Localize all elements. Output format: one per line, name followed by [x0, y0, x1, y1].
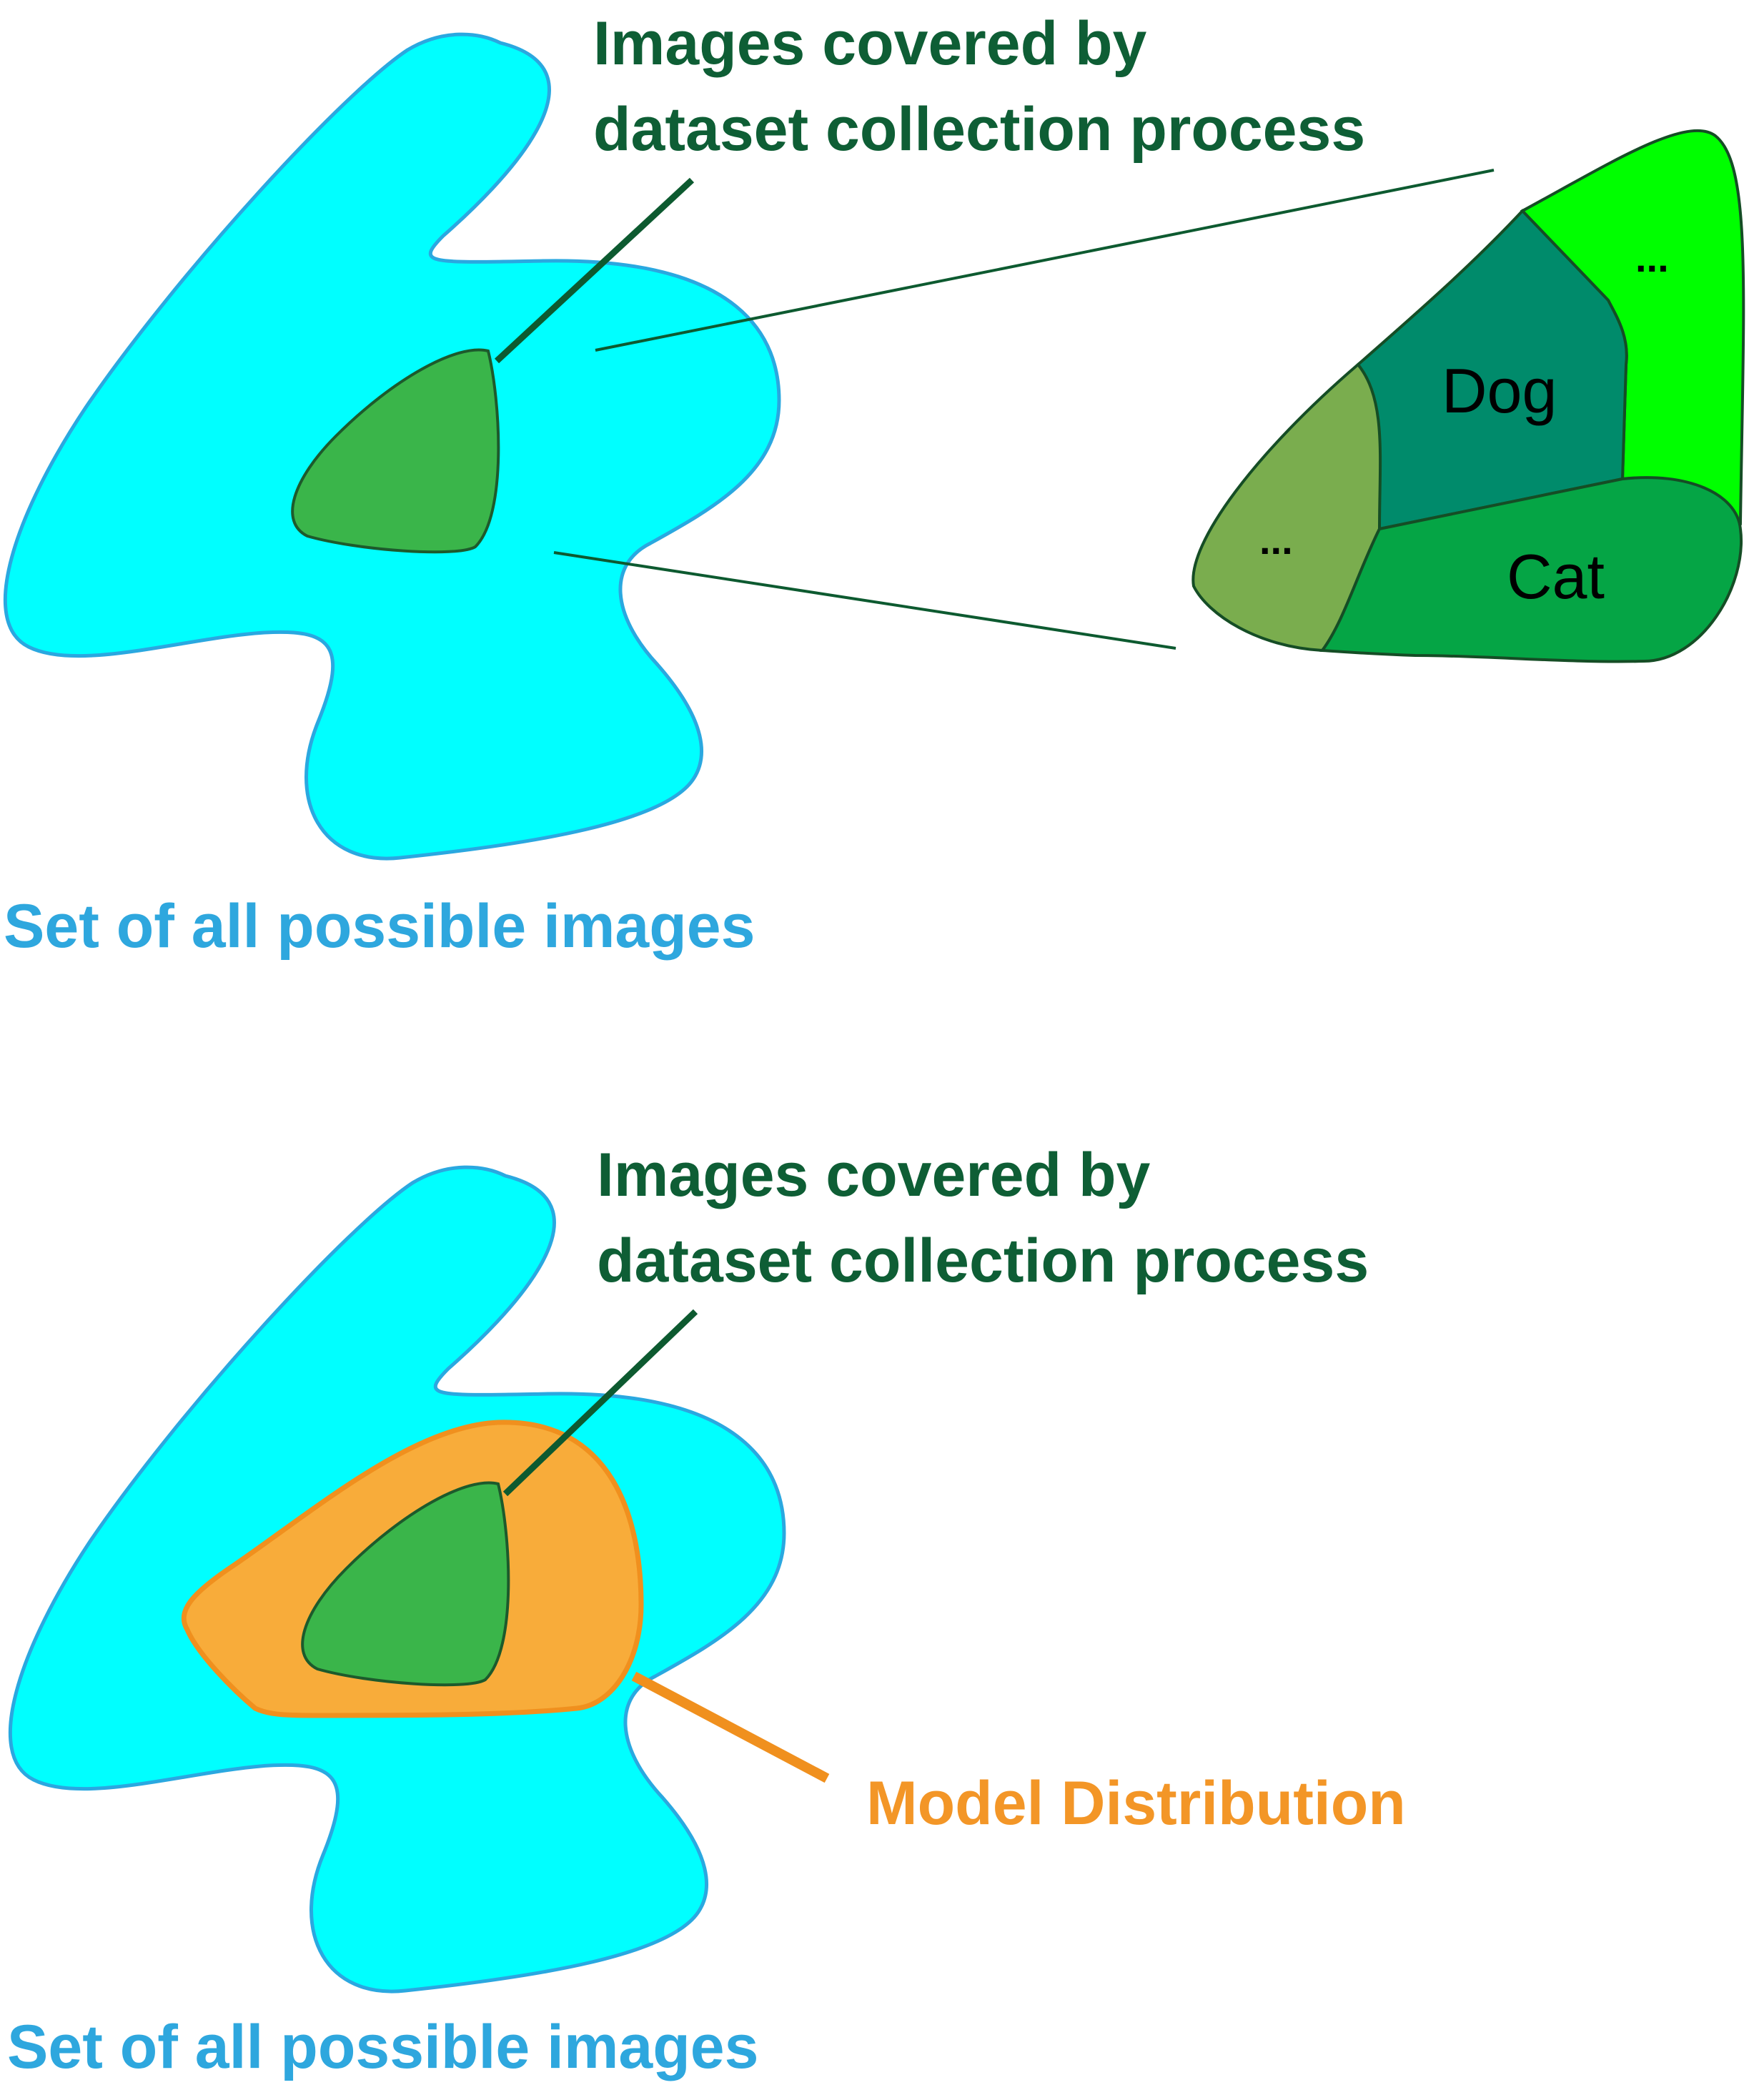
zoom-region-cat [1319, 476, 1743, 663]
zoom-label-dog: Dog [1442, 355, 1557, 426]
top-panel: Images covered by dataset collection pro… [4, 9, 1745, 961]
dataset-region [301, 1481, 510, 1687]
dataset-label-line2: dataset collection process [597, 1227, 1369, 1295]
zoom-region-olive [1191, 362, 1382, 653]
dataset-leader-line [494, 177, 695, 364]
universe-label: Set of all possible images [4, 892, 755, 961]
zoom-connector-upper [595, 169, 1495, 352]
model-distribution-label: Model Distribution [866, 1769, 1406, 1838]
zoom-label-ellipsis-right: ... [1635, 235, 1669, 280]
zoom-connector-lower [553, 551, 1176, 650]
dataset-leader-line [502, 1309, 698, 1497]
model-leader-line [631, 1671, 830, 1783]
zoom-label-ellipsis-left: ... [1259, 517, 1293, 563]
zoom-label-cat: Cat [1507, 541, 1605, 612]
dataset-label-line1: Images covered by [593, 9, 1147, 78]
dataset-label-line2: dataset collection process [593, 95, 1365, 164]
bottom-panel: Images covered by dataset collection pro… [7, 1141, 1406, 2081]
universe-label: Set of all possible images [7, 2013, 758, 2081]
dataset-label-line1: Images covered by [597, 1141, 1151, 1209]
zoomed-dataset: Dog Cat ... ... [1191, 129, 1745, 663]
dataset-region [291, 348, 500, 554]
